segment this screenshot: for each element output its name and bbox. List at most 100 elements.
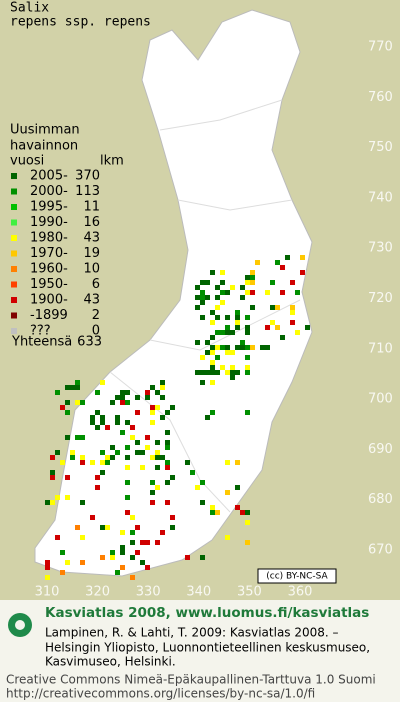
logo (8, 613, 32, 637)
occurrence-square (145, 390, 150, 395)
occurrence-square (165, 445, 170, 450)
occurrence-square (165, 430, 170, 435)
occurrence-square (170, 525, 175, 530)
legend-period: 1970- (30, 246, 68, 261)
occurrence-square (215, 345, 220, 350)
occurrence-square (205, 295, 210, 300)
occurrence-square (135, 410, 140, 415)
occurrence-square (265, 325, 270, 330)
occurrence-square (75, 380, 80, 385)
occurrence-square (230, 375, 235, 380)
x-coordinate: 330 (136, 585, 161, 600)
border (159, 99, 283, 131)
occurrence-square (145, 435, 150, 440)
occurrence-square (115, 395, 120, 400)
legend-swatch (11, 266, 17, 272)
legend-count: 11 (83, 200, 100, 215)
occurrence-square (120, 390, 125, 395)
occurrence-square (215, 315, 220, 320)
y-coordinate: 720 (368, 291, 393, 306)
occurrence-square (225, 290, 230, 295)
legend-period: 1995- (30, 200, 68, 215)
occurrence-square (160, 415, 165, 420)
legend-column: lkm (100, 154, 124, 169)
occurrence-square (230, 330, 235, 335)
occurrence-square (135, 450, 140, 455)
occurrence-square (45, 575, 50, 580)
occurrence-square (100, 380, 105, 385)
occurrence-square (125, 465, 130, 470)
occurrence-square (115, 415, 120, 420)
occurrence-square (215, 305, 220, 310)
occurrence-square (210, 510, 215, 515)
occurrence-square (105, 525, 110, 530)
legend-count: 10 (83, 262, 100, 277)
occurrence-square (130, 555, 135, 560)
occurrence-square (165, 440, 170, 445)
occurrence-square (60, 570, 65, 575)
occurrence-square (165, 500, 170, 505)
legend-count: 19 (83, 246, 100, 261)
occurrence-square (295, 290, 300, 295)
occurrence-square (120, 400, 125, 405)
legend-period: 1980- (30, 231, 68, 246)
occurrence-square (250, 280, 255, 285)
occurrence-square (260, 345, 265, 350)
occurrence-square (160, 385, 165, 390)
legend-count: 43 (83, 293, 100, 308)
occurrence-square (210, 370, 215, 375)
x-coordinate: 360 (288, 585, 313, 600)
legend-period: 1950- (30, 277, 68, 292)
occurrence-square (170, 405, 175, 410)
occurrence-square (60, 550, 65, 555)
occurrence-square (200, 380, 205, 385)
occurrence-square (80, 535, 85, 540)
occurrence-square (275, 260, 280, 265)
legend-count: 2 (92, 308, 100, 323)
occurrence-square (245, 410, 250, 415)
occurrence-square (220, 300, 225, 305)
occurrence-square (45, 500, 50, 505)
badge-text: (cc) BY-NC-SA (266, 572, 328, 582)
occurrence-square (150, 420, 155, 425)
occurrence-square (245, 365, 250, 370)
occurrence-square (270, 280, 275, 285)
occurrence-square (275, 325, 280, 330)
occurrence-square (215, 330, 220, 335)
occurrence-square (235, 315, 240, 320)
occurrence-square (70, 385, 75, 390)
occurrence-square (55, 450, 60, 455)
occurrence-square (210, 320, 215, 325)
occurrence-square (130, 540, 135, 545)
occurrence-square (100, 415, 105, 420)
occurrence-square (215, 510, 220, 515)
occurrence-square (100, 525, 105, 530)
occurrence-square (190, 470, 195, 475)
occurrence-square (220, 290, 225, 295)
occurrence-square (235, 485, 240, 490)
occurrence-square (145, 395, 150, 400)
legend-swatch (11, 235, 17, 241)
occurrence-square (135, 525, 140, 530)
legend-period: 1990- (30, 215, 68, 230)
total: 633 (77, 335, 102, 350)
occurrence-square (155, 440, 160, 445)
occurrence-square (280, 290, 285, 295)
license: http://creativecommons.org/licenses/by-n… (6, 687, 315, 701)
occurrence-square (220, 345, 225, 350)
occurrence-square (265, 290, 270, 295)
occurrence-square (225, 315, 230, 320)
occurrence-square (165, 480, 170, 485)
occurrence-square (245, 330, 250, 335)
occurrence-square (290, 280, 295, 285)
occurrence-square (245, 315, 250, 320)
occurrence-square (195, 340, 200, 345)
occurrence-square (240, 340, 245, 345)
occurrence-square (55, 495, 60, 500)
occurrence-square (145, 540, 150, 545)
occurrence-square (45, 560, 50, 565)
occurrence-square (110, 445, 115, 450)
legend-heading: Uusimman (10, 123, 80, 138)
legend-swatch (11, 297, 17, 303)
legend-swatch (11, 204, 17, 210)
